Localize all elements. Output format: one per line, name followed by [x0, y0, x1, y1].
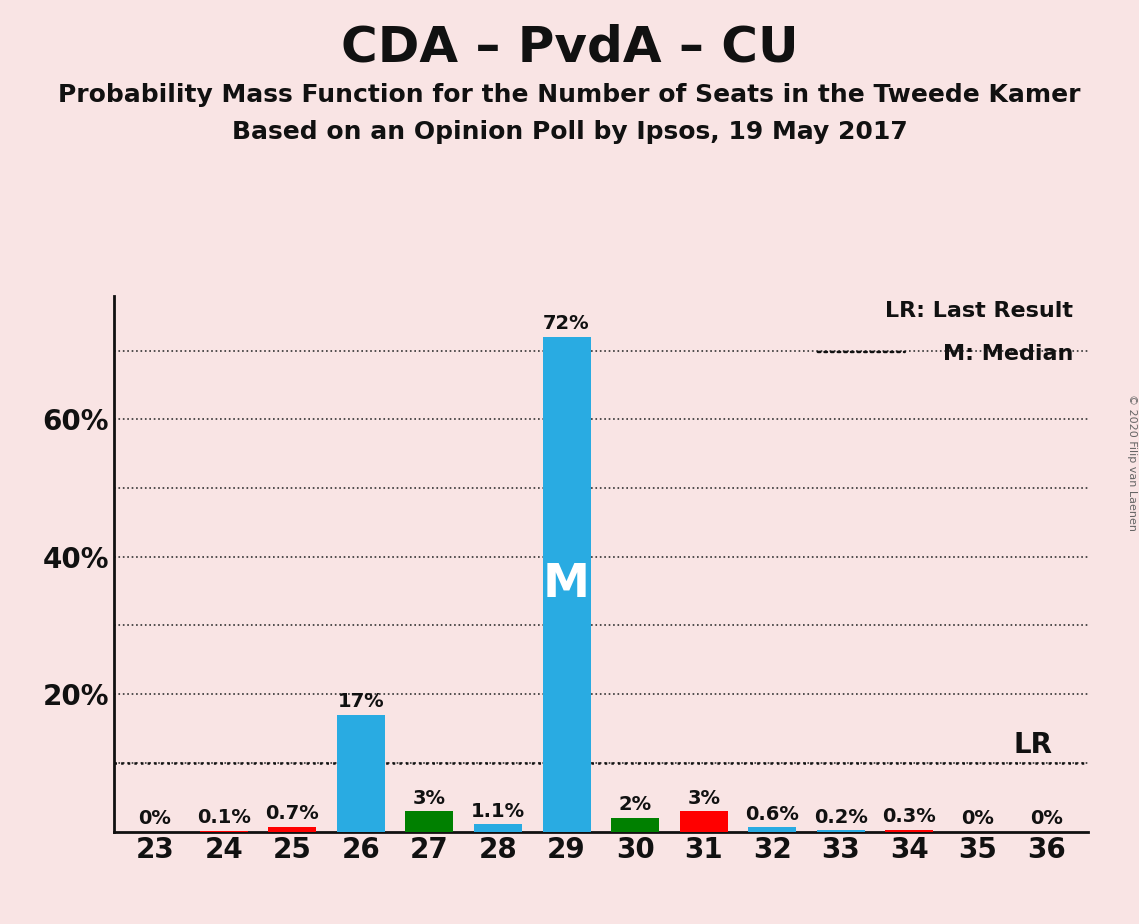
Text: 0%: 0% — [139, 809, 172, 828]
Bar — [474, 824, 522, 832]
Text: CDA – PvdA – CU: CDA – PvdA – CU — [341, 23, 798, 71]
Text: 0.1%: 0.1% — [197, 808, 251, 828]
Bar — [542, 337, 590, 832]
Text: 0.7%: 0.7% — [265, 805, 319, 823]
Text: 1.1%: 1.1% — [470, 802, 525, 821]
Text: M: Median: M: Median — [943, 344, 1073, 364]
Text: 17%: 17% — [337, 692, 384, 711]
Bar — [612, 818, 659, 832]
Bar — [337, 715, 385, 832]
Text: LR: Last Result: LR: Last Result — [885, 301, 1073, 321]
Text: 0.2%: 0.2% — [814, 808, 868, 827]
Text: 0%: 0% — [1030, 809, 1063, 828]
Text: Based on an Opinion Poll by Ipsos, 19 May 2017: Based on an Opinion Poll by Ipsos, 19 Ma… — [231, 120, 908, 144]
Text: 0.6%: 0.6% — [745, 805, 800, 824]
Text: © 2020 Filip van Laenen: © 2020 Filip van Laenen — [1126, 394, 1137, 530]
Text: 3%: 3% — [412, 788, 445, 808]
Text: LR: LR — [1014, 732, 1052, 760]
Text: 2%: 2% — [618, 796, 652, 814]
Bar — [748, 828, 796, 832]
Bar — [268, 827, 317, 832]
Bar — [405, 811, 453, 832]
Text: M: M — [543, 562, 590, 607]
Bar — [817, 831, 865, 832]
Text: 3%: 3% — [687, 788, 720, 808]
Bar — [680, 811, 728, 832]
Text: 0%: 0% — [961, 809, 994, 828]
Text: 0.3%: 0.3% — [883, 807, 936, 826]
Bar — [885, 830, 934, 832]
Text: 72%: 72% — [543, 314, 590, 334]
Text: Probability Mass Function for the Number of Seats in the Tweede Kamer: Probability Mass Function for the Number… — [58, 83, 1081, 107]
